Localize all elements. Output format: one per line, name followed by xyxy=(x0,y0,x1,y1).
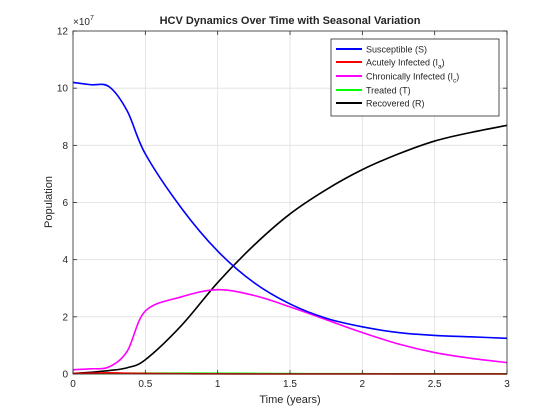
series-line-susceptible-s xyxy=(72,81,508,340)
x-tick-label: 3 xyxy=(504,379,510,390)
legend-label-chronic: Chronically Infected (Ic) xyxy=(366,72,459,85)
y-tick-label: 12 xyxy=(57,27,69,38)
y-exponent-label: ×107 xyxy=(73,15,94,28)
x-tick-label: 1 xyxy=(215,379,221,390)
y-tick-label: 8 xyxy=(62,141,68,152)
x-tick-label: 2.5 xyxy=(428,379,442,390)
y-tick-label: 10 xyxy=(57,84,69,95)
legend: Susceptible (S) Acutely Infected (Ia) Ch… xyxy=(330,38,500,117)
y-tick-label: 6 xyxy=(62,198,68,209)
y-tick-label: 4 xyxy=(62,255,68,266)
legend-label-susceptible: Susceptible (S) xyxy=(366,45,427,55)
y-axis-label: Population xyxy=(43,176,55,228)
legend-label-acute: Acutely Infected (Ia) xyxy=(366,58,445,71)
legend-label-recovered: Recovered (R) xyxy=(366,99,425,109)
x-tick-label: 0 xyxy=(70,379,76,390)
legend-label-treated: Treated (T) xyxy=(366,86,411,96)
x-tick-label: 1.5 xyxy=(283,379,297,390)
x-tick-labels: 0 0.5 1 1.5 2 2.5 3 xyxy=(70,31,510,390)
y-tick-label: 0 xyxy=(62,370,68,381)
y-tick-label: 2 xyxy=(62,312,68,323)
chart-title: HCV Dynamics Over Time with Seasonal Var… xyxy=(160,15,421,27)
y-tick-labels: 0 2 4 6 8 10 12 xyxy=(57,27,507,381)
series-line-recovered-r xyxy=(72,124,508,375)
x-axis-label: Time (years) xyxy=(259,394,320,406)
series-line-chronically-infected-i-c xyxy=(72,288,508,371)
x-tick-label: 2 xyxy=(360,379,366,390)
x-tick-label: 0.5 xyxy=(138,379,152,390)
